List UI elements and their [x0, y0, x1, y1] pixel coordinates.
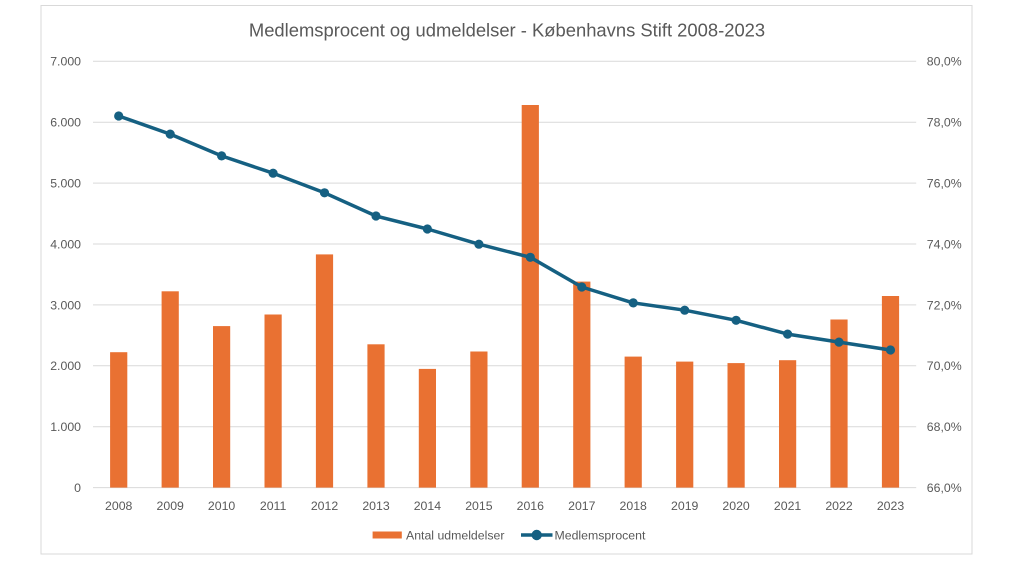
svg-text:0: 0 — [74, 481, 81, 495]
svg-text:4.000: 4.000 — [50, 237, 81, 251]
svg-text:3.000: 3.000 — [50, 298, 81, 312]
svg-text:78,0%: 78,0% — [927, 116, 962, 130]
svg-text:2017: 2017 — [568, 499, 596, 513]
svg-text:2011: 2011 — [260, 499, 287, 513]
svg-text:2016: 2016 — [517, 499, 545, 513]
svg-text:2009: 2009 — [157, 499, 185, 513]
svg-text:2015: 2015 — [465, 499, 493, 513]
svg-text:66,0%: 66,0% — [927, 481, 962, 495]
svg-text:Medlemsprocent: Medlemsprocent — [555, 528, 646, 542]
svg-text:2.000: 2.000 — [50, 359, 81, 373]
svg-text:80,0%: 80,0% — [927, 55, 962, 69]
svg-text:70,0%: 70,0% — [927, 359, 962, 373]
svg-text:2010: 2010 — [208, 499, 236, 513]
svg-text:Antal udmeldelser: Antal udmeldelser — [406, 528, 504, 542]
svg-text:5.000: 5.000 — [50, 177, 81, 191]
svg-text:2013: 2013 — [362, 499, 390, 513]
svg-text:2020: 2020 — [722, 499, 750, 513]
svg-text:2019: 2019 — [671, 499, 699, 513]
svg-text:76,0%: 76,0% — [927, 177, 962, 191]
svg-text:2014: 2014 — [414, 499, 442, 513]
svg-text:68,0%: 68,0% — [927, 420, 962, 434]
svg-text:2021: 2021 — [774, 499, 802, 513]
svg-text:2022: 2022 — [825, 499, 853, 513]
svg-text:1.000: 1.000 — [50, 420, 81, 434]
svg-text:74,0%: 74,0% — [927, 237, 962, 251]
svg-text:72,0%: 72,0% — [927, 298, 962, 312]
svg-text:2018: 2018 — [620, 499, 648, 513]
svg-text:Medlemsprocent og udmeldelser: Medlemsprocent og udmeldelser - Københav… — [249, 20, 765, 41]
svg-text:6.000: 6.000 — [50, 116, 81, 130]
svg-text:2008: 2008 — [105, 499, 133, 513]
svg-text:2023: 2023 — [877, 499, 905, 513]
svg-text:7.000: 7.000 — [50, 55, 81, 69]
svg-text:2012: 2012 — [311, 499, 339, 513]
